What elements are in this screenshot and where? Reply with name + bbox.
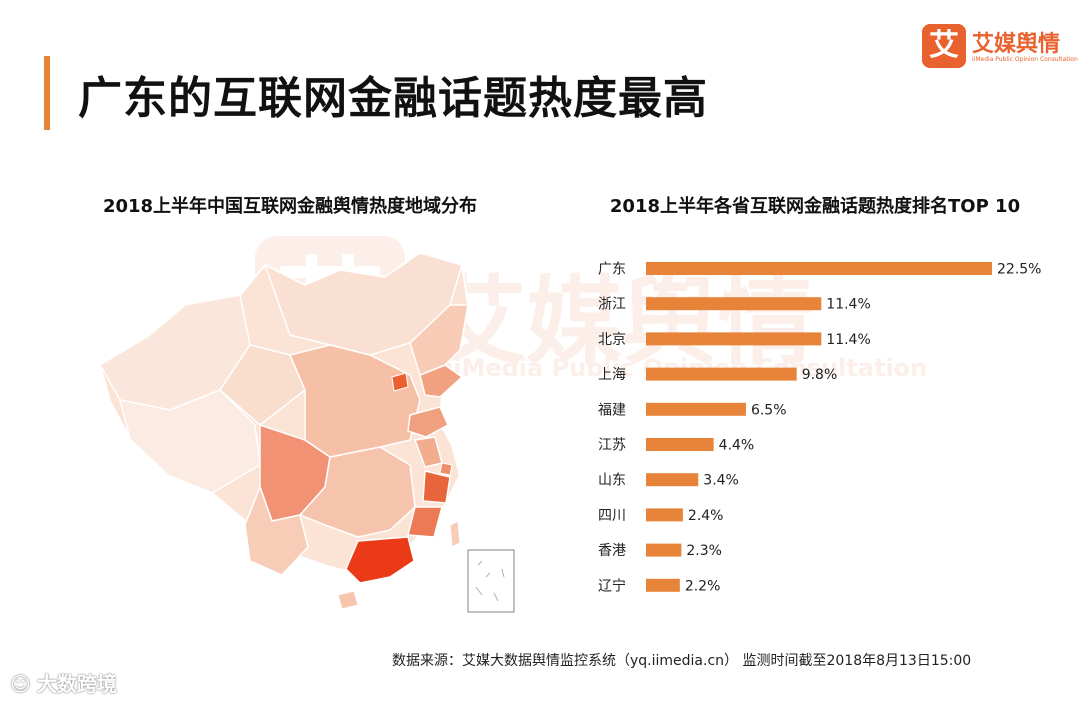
value-label: 2.4%	[688, 508, 724, 524]
china-heat-map	[98, 251, 515, 613]
category-label: 浙江	[598, 297, 626, 313]
category-label: 四川	[598, 508, 626, 524]
map-region-fujian	[407, 506, 443, 538]
map-region-shandong	[407, 406, 449, 438]
category-label: 江苏	[598, 438, 626, 454]
category-label: 福建	[598, 402, 626, 418]
value-label: 2.3%	[686, 543, 722, 559]
bar	[646, 262, 992, 275]
category-label: 北京	[598, 332, 626, 348]
category-label: 山东	[598, 473, 626, 489]
map-region-hainan	[337, 590, 359, 610]
bar	[646, 508, 683, 522]
category-label: 辽宁	[598, 577, 626, 594]
map-region-shanghai	[439, 462, 453, 476]
corner-watermark-text: 大数跨境	[36, 672, 117, 696]
category-label: 香港	[598, 543, 626, 559]
bar	[646, 402, 746, 416]
map-region-beijing	[391, 372, 409, 392]
map-region-inner-mongolia	[263, 252, 463, 356]
bar	[646, 473, 699, 487]
bar	[646, 438, 714, 451]
value-label: 3.4%	[703, 473, 739, 489]
value-label: 4.4%	[719, 438, 755, 454]
map-region-zhejiang	[422, 470, 451, 504]
value-label: 11.4%	[826, 297, 870, 313]
value-label: 6.5%	[751, 402, 787, 418]
bar	[646, 543, 682, 557]
bar	[646, 578, 680, 592]
map-title: 2018上半年中国互联网金融舆情热度地域分布	[102, 196, 478, 217]
category-label: 上海	[598, 367, 626, 383]
data-source-note: 数据来源：艾媒大数据舆情监控系统（yq.iimedia.cn） 监测时间截至20…	[392, 653, 972, 669]
value-label: 22.5%	[997, 262, 1041, 278]
map-south-sea-inset	[467, 549, 515, 613]
map-region-north	[288, 344, 421, 458]
brand-logo: 艾 艾媒舆情 iiMedia Public Opinion Consultati…	[922, 24, 1078, 74]
chat-bubble-icon: ☺	[10, 672, 31, 696]
map-region-guangdong	[345, 536, 415, 584]
title-accent-bar	[44, 56, 50, 130]
map-region-yunnan	[244, 484, 309, 576]
bar	[646, 297, 822, 311]
map-region-taiwan	[449, 520, 461, 548]
top10-bar-chart: 广东 22.5% 浙江 11.4% 北京 11.4% 上海 9.8% 福建 6.5% 江苏 4.4% 山…	[598, 262, 1041, 595]
brand-badge-icon: 艾	[922, 24, 966, 68]
bar	[646, 332, 822, 346]
map-region-central	[298, 446, 416, 538]
chart-title: 2018上半年各省互联网金融话题热度排名TOP 10	[609, 196, 1021, 217]
page-title: 广东的互联网金融话题热度最高	[78, 73, 708, 124]
value-label: 11.4%	[826, 332, 870, 348]
map-region-northeast	[409, 304, 469, 376]
brand-name: 艾媒舆情	[972, 32, 1061, 57]
value-label: 9.8%	[802, 367, 838, 383]
value-label: 2.2%	[685, 578, 721, 594]
corner-watermark: ☺ 大数跨境	[10, 668, 117, 697]
brand-subtitle: iiMedia Public Opinion Consultation	[972, 56, 1078, 63]
category-label: 广东	[598, 262, 626, 278]
bar	[646, 367, 797, 381]
